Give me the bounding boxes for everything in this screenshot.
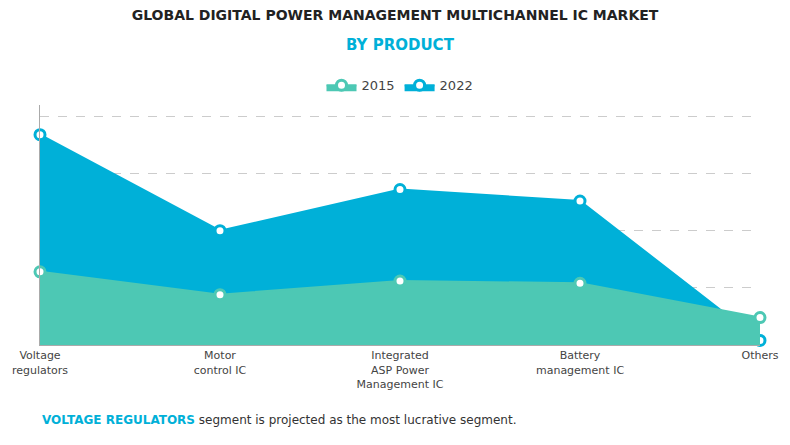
svg-text:Batterymanagement IC: Batterymanagement IC	[536, 349, 624, 376]
svg-text:2022: 2022	[440, 78, 473, 93]
svg-text:GLOBAL DIGITAL POWER MANAGEMEN: GLOBAL DIGITAL POWER MANAGEMENT MULTICHA…	[132, 7, 659, 23]
svg-text:BY PRODUCT: BY PRODUCT	[346, 36, 455, 54]
svg-text:Motorcontrol IC: Motorcontrol IC	[194, 349, 247, 376]
svg-text:Others: Others	[742, 349, 779, 362]
svg-text:VOLTAGE REGULATORS segment is: VOLTAGE REGULATORS segment is projected …	[42, 413, 516, 427]
svg-text:Voltageregulators: Voltageregulators	[12, 349, 68, 376]
svg-text:2015: 2015	[362, 78, 395, 93]
svg-text:IntegratedASP PowerManagement: IntegratedASP PowerManagement IC	[357, 349, 444, 391]
